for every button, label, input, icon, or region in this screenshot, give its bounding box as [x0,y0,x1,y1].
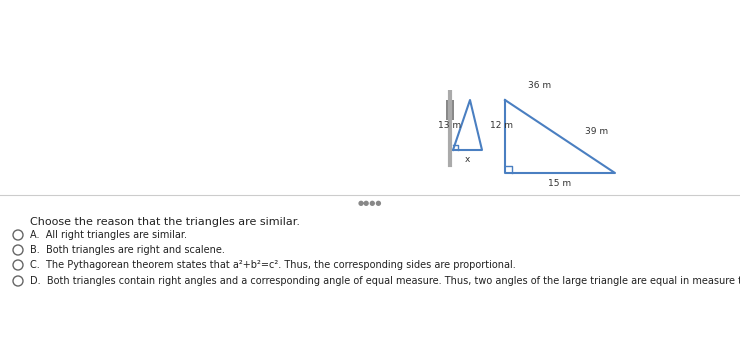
Text: Choose the reason that the triangles are similar.: Choose the reason that the triangles are… [30,217,300,227]
Text: ←: ← [8,68,20,82]
Text: ○ Points: 0 of 1: ○ Points: 0 of 1 [534,26,625,39]
Text: Part 1 of 2: Part 1 of 2 [301,10,359,20]
Text: C.  The Pythagorean theorem states that a²+b²=c². Thus, the corresponding sides : C. The Pythagorean theorem states that a… [30,260,516,270]
Text: D.  Both triangles contain right angles and a corresponding angle of equal measu: D. Both triangles contain right angles a… [30,276,740,286]
Text: ⚙: ⚙ [717,13,733,31]
Bar [446,100,454,120]
Text: A.  All right triangles are similar.: A. All right triangles are similar. [30,230,187,240]
Text: 12 m: 12 m [490,120,513,129]
Text: 36 m: 36 m [528,81,551,90]
Text: B.  Both triangles are right and scalene.: B. Both triangles are right and scalene. [30,245,225,255]
Text: 39 m: 39 m [585,127,608,136]
Text: >: > [350,10,360,20]
Text: Explain why the triangles are similar. Then find the missing length, x.: Explain why the triangles are similar. T… [25,70,413,80]
Text: x: x [465,156,470,165]
Text: 15 m: 15 m [548,178,571,187]
Text: ●●●●: ●●●● [357,200,383,206]
Text: 13 m: 13 m [438,120,461,129]
Text: HW Score: 2.22%, 0.33 of 15 points: HW Score: 2.22%, 0.33 of 15 points [472,6,707,19]
Text: <: < [300,10,309,20]
